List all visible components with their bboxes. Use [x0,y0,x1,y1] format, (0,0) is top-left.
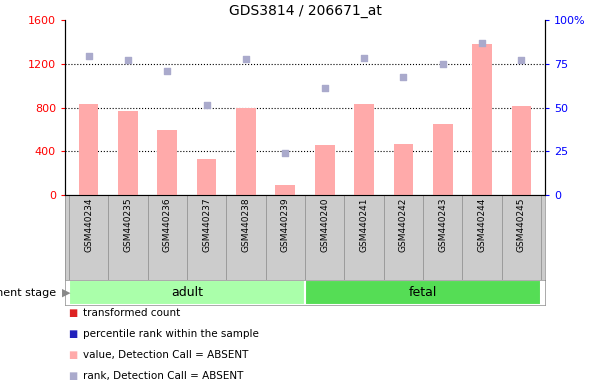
Bar [511,106,531,195]
Bar [305,280,541,305]
Text: ■: ■ [68,308,77,318]
Text: GSM440245: GSM440245 [517,197,526,252]
Point [517,57,526,63]
Point [438,61,447,67]
Point [399,74,408,80]
Bar [472,44,492,195]
Text: value, Detection Call = ABSENT: value, Detection Call = ABSENT [83,350,248,360]
Point [477,40,487,46]
Text: GSM440237: GSM440237 [202,197,211,252]
Text: ■: ■ [68,329,77,339]
Point [320,85,329,91]
Text: GSM440243: GSM440243 [438,197,447,252]
Text: GSM440242: GSM440242 [399,197,408,252]
Point [123,57,133,63]
Text: GSM440240: GSM440240 [320,197,329,252]
Text: GSM440241: GSM440241 [359,197,368,252]
Bar [118,111,138,195]
Bar [197,159,216,195]
Point [162,68,172,74]
Text: adult: adult [171,286,203,299]
Title: GDS3814 / 206671_at: GDS3814 / 206671_at [229,3,382,18]
Text: percentile rank within the sample: percentile rank within the sample [83,329,259,339]
Text: rank, Detection Call = ABSENT: rank, Detection Call = ABSENT [83,371,244,381]
Text: fetal: fetal [409,286,437,299]
Bar [394,144,413,195]
Bar [69,280,305,305]
Text: GSM440235: GSM440235 [124,197,133,252]
Bar [79,104,98,195]
Bar [157,131,177,195]
Text: transformed count: transformed count [83,308,180,318]
Bar [236,108,256,195]
Text: GSM440244: GSM440244 [478,197,487,252]
Text: ■: ■ [68,350,77,360]
Point [202,102,212,108]
Point [280,151,290,157]
Text: development stage: development stage [0,288,56,298]
Bar [354,104,374,195]
Text: ▶: ▶ [62,288,71,298]
Text: GSM440234: GSM440234 [84,197,93,252]
Point [241,56,251,63]
Point [84,53,93,59]
Text: ■: ■ [68,371,77,381]
Bar [433,124,452,195]
Text: GSM440238: GSM440238 [241,197,250,252]
Point [359,55,369,61]
Text: GSM440236: GSM440236 [163,197,172,252]
Bar [276,185,295,195]
Text: GSM440239: GSM440239 [281,197,290,252]
Bar [315,145,335,195]
